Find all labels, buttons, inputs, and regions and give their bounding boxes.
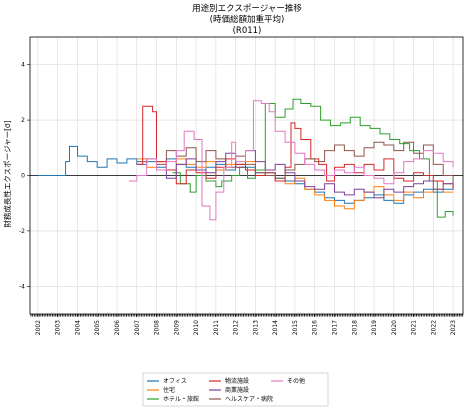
x-tick-label: 2022: [430, 320, 437, 335]
x-tick-label: 2005: [94, 320, 101, 335]
legend-label: 商業施設: [225, 386, 249, 394]
x-tick-label: 2014: [272, 320, 279, 335]
y-axis-label: 財務成長性エクスポージャー[σ]: [2, 120, 12, 227]
x-tick-label: 2010: [193, 320, 200, 335]
series-line-6: [136, 141, 454, 184]
y-tick-label: 2: [21, 117, 25, 124]
y-tick-label: 4: [21, 62, 25, 69]
x-tick-label: 2016: [312, 320, 319, 335]
x-tick-label: 2017: [331, 320, 338, 335]
series-line-5: [156, 150, 454, 199]
y-tick-label: 0: [21, 173, 25, 180]
legend-label: ヘルスケア・病院: [225, 395, 273, 403]
legend-label: 住宅: [163, 386, 175, 394]
x-tick-label: 2008: [154, 320, 161, 335]
x-tick-label: 2021: [411, 320, 418, 335]
series-lines: [37, 98, 454, 221]
x-ticks: 2002 2003 2004 2005 2006 2007 2008 2009 2010 2011…: [30, 314, 464, 335]
series-line-7: [128, 100, 454, 221]
x-tick-label: 2007: [134, 320, 141, 335]
legend-label: 物流施設: [225, 377, 249, 385]
chart-subtitle-code: (R011): [233, 26, 262, 36]
x-tick-label: 2019: [371, 320, 378, 335]
x-tick-label: 2004: [74, 320, 81, 335]
legend-label: その他: [287, 377, 305, 385]
x-tick-label: 2003: [55, 320, 62, 335]
x-tick-label: 2006: [114, 320, 121, 335]
x-tick-label: 2009: [173, 320, 180, 335]
chart-title: 用途別エクスポージャー推移: [192, 3, 302, 14]
y-tick-label: -4: [19, 283, 25, 290]
y-tick-label: -2: [19, 228, 25, 235]
series-line-3: [172, 98, 454, 218]
x-tick-label: 2023: [450, 320, 457, 335]
y-ticks: -4 -2 0 2 4: [19, 62, 30, 290]
x-tick-label: 2013: [252, 320, 259, 335]
legend-box: [142, 372, 329, 407]
x-tick-label: 2002: [35, 320, 42, 335]
x-tick-label: 2018: [351, 320, 358, 335]
x-tick-label: 2020: [391, 320, 398, 335]
x-tick-label: 2015: [292, 320, 299, 335]
chart-subtitle: (時価総額加重平均): [210, 14, 285, 25]
legend-label: ホテル・旅館: [163, 395, 199, 403]
x-tick-label: 2012: [233, 320, 240, 335]
x-tick-label: 2011: [213, 320, 220, 335]
legend-label: オフィス: [163, 378, 187, 385]
series-line-4: [136, 105, 454, 190]
